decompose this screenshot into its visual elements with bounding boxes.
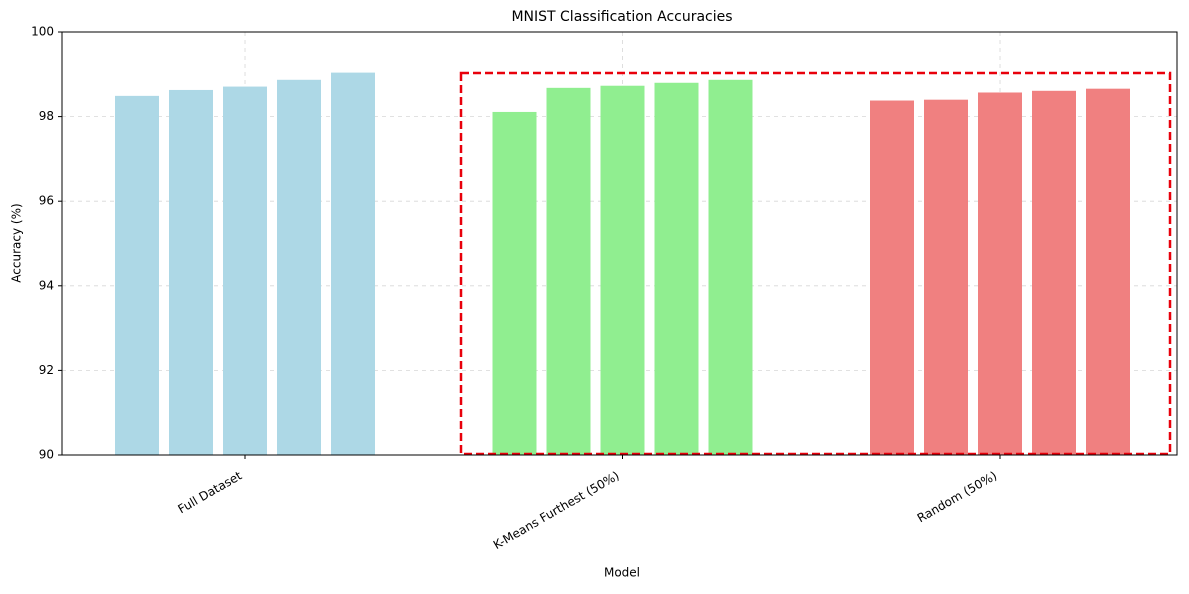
x-tick-label: K-Means Furthest (50%) bbox=[491, 469, 622, 553]
bar bbox=[169, 89, 213, 456]
y-tick-label: 96 bbox=[39, 194, 54, 208]
y-tick-label: 100 bbox=[31, 25, 54, 39]
bar bbox=[708, 79, 753, 455]
chart-title: MNIST Classification Accuracies bbox=[511, 9, 732, 25]
bar bbox=[870, 100, 914, 455]
y-tick-label: 92 bbox=[39, 363, 54, 377]
y-tick-label: 94 bbox=[39, 278, 54, 292]
bar bbox=[654, 82, 699, 455]
bar bbox=[600, 85, 645, 455]
bar bbox=[331, 72, 375, 455]
bar bbox=[924, 99, 968, 456]
bar bbox=[277, 79, 321, 455]
plot-area: 90 92 94 96 98 100 Full Dataset K-Means Furthes… bbox=[31, 25, 1177, 553]
bar bbox=[492, 111, 537, 456]
bar bbox=[115, 95, 159, 456]
bar bbox=[978, 92, 1022, 455]
x-tick-label: Random (50%) bbox=[915, 469, 1000, 526]
highlight-box bbox=[459, 71, 1172, 456]
y-tick-label: 98 bbox=[39, 109, 54, 123]
x-axis-label: Model bbox=[604, 566, 640, 580]
bar bbox=[1032, 90, 1076, 455]
x-tick-label: Full Dataset bbox=[175, 468, 244, 516]
bar bbox=[1086, 88, 1130, 455]
bar bbox=[223, 86, 267, 455]
y-axis-label: Accuracy (%) bbox=[10, 203, 24, 282]
bar bbox=[546, 87, 591, 455]
y-tick-label: 90 bbox=[39, 448, 54, 462]
plot-frame bbox=[61, 31, 1178, 456]
